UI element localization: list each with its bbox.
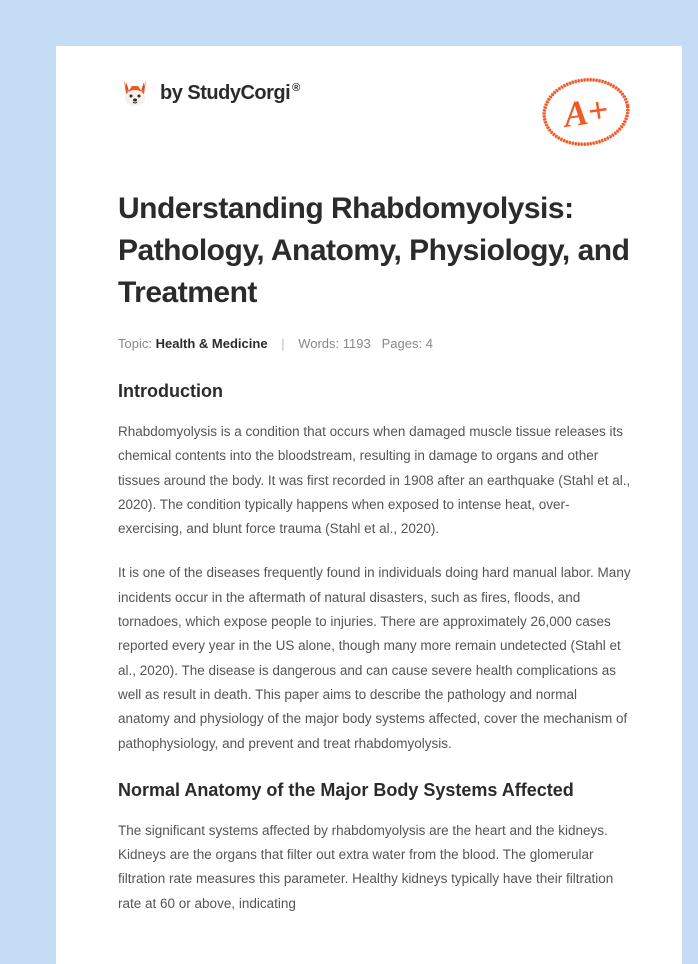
separator: | xyxy=(281,336,284,351)
pages-label: Pages: xyxy=(382,336,422,351)
document-page: by StudyCorgi® A+ Understanding Rhabdomy… xyxy=(56,46,682,964)
section-heading: Introduction xyxy=(118,381,632,402)
metadata-row: Topic: Health & Medicine | Words: 1193 P… xyxy=(118,336,632,351)
body-paragraph: It is one of the diseases frequently fou… xyxy=(118,561,632,755)
header: by StudyCorgi® A+ xyxy=(118,76,632,148)
section-heading: Normal Anatomy of the Major Body Systems… xyxy=(118,780,632,801)
logo-text: by StudyCorgi® xyxy=(160,82,300,105)
topic-value: Health & Medicine xyxy=(156,336,268,351)
logo: by StudyCorgi® xyxy=(118,76,300,110)
brand-name: by StudyCorgi xyxy=(160,82,290,104)
pages-value: 4 xyxy=(426,336,433,351)
body-paragraph: Rhabdomyolysis is a condition that occur… xyxy=(118,420,632,541)
corgi-icon xyxy=(118,76,152,110)
topic-label: Topic: xyxy=(118,336,152,351)
page-title: Understanding Rhabdomyolysis: Pathology,… xyxy=(118,188,632,314)
grade-stamp-icon: A+ xyxy=(540,76,632,148)
body-paragraph: The significant systems affected by rhab… xyxy=(118,819,632,916)
words-value: 1193 xyxy=(343,336,371,351)
registered-mark: ® xyxy=(292,82,300,94)
svg-text:A+: A+ xyxy=(559,89,611,135)
words-label: Words: xyxy=(298,336,339,351)
